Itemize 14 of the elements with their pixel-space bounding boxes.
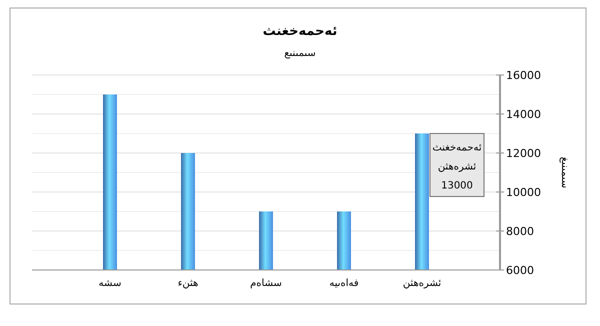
y-tick-label: 6000 (506, 264, 534, 277)
x-tick-label: ھثنء (178, 278, 198, 289)
chart-subtitle: سىمىنىع (284, 48, 316, 59)
y-tick-label: 12000 (506, 146, 541, 160)
x-tick-label: سشاەم (250, 278, 282, 289)
y-tick-label: 8000 (506, 224, 534, 238)
chart-title: ئەحمەخغنث (262, 24, 338, 39)
x-tick-label: ئشرەھثن (402, 278, 442, 289)
x-tick-label: فەاەىيە (329, 278, 359, 289)
x-tick-label: سشە (98, 278, 122, 289)
y-axis-title: سىمىنىغ (559, 156, 570, 188)
y-tick-label: 10000 (506, 186, 541, 199)
y-tick-label: 14000 (506, 108, 541, 121)
y-tick-label: 16000 (506, 68, 541, 82)
